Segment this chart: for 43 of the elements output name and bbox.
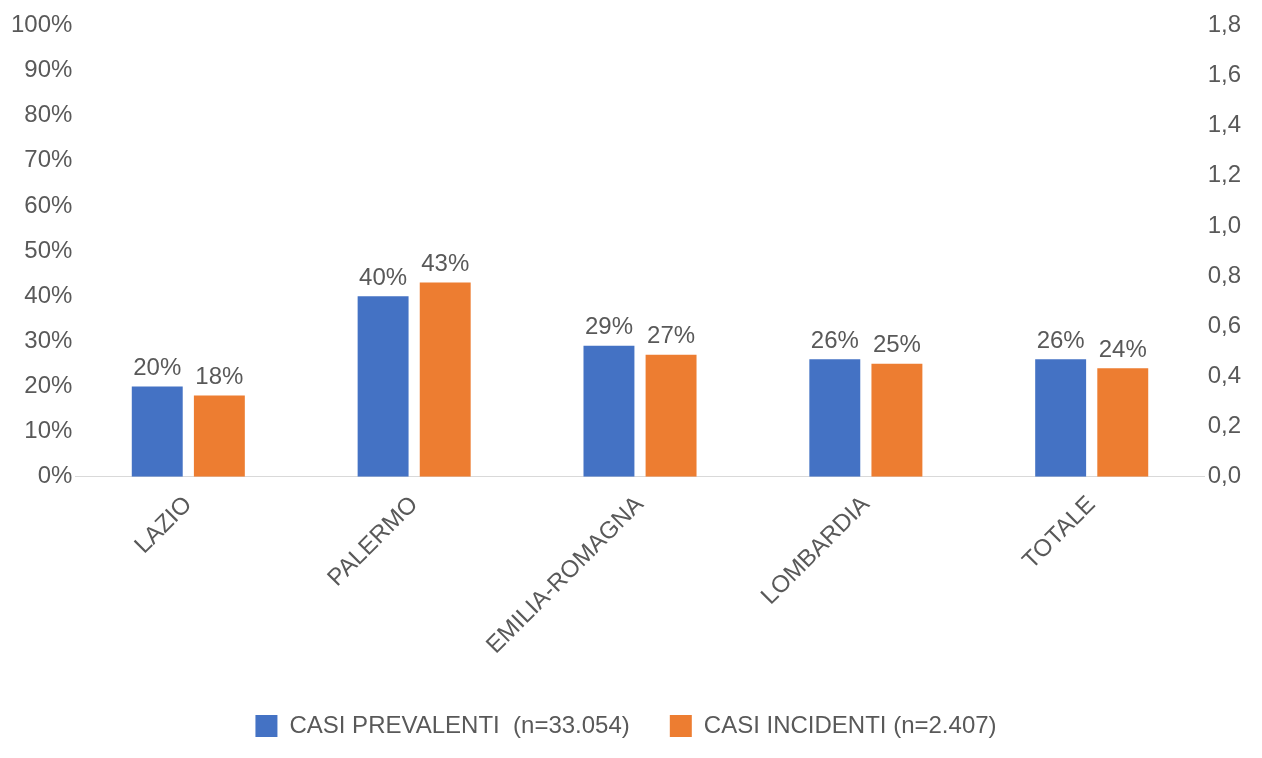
y-tick-label: 20%	[24, 371, 73, 399]
y-tick-label: 60%	[24, 190, 73, 218]
data-label: 25%	[872, 330, 921, 358]
bar	[357, 296, 409, 477]
data-label: 27%	[647, 321, 696, 349]
y-tick-label: 90%	[24, 55, 73, 83]
bar	[645, 354, 697, 477]
bar	[419, 282, 471, 477]
bar	[193, 395, 245, 477]
data-label: 43%	[421, 249, 470, 277]
data-label: 29%	[584, 312, 633, 340]
y2-tick-label: 0,2	[1207, 411, 1242, 439]
y2-tick-label: 1,0	[1207, 210, 1242, 238]
bar	[1097, 368, 1149, 477]
y-tick-label: 30%	[24, 325, 73, 353]
bar	[809, 359, 861, 477]
y2-tick-label: 1,4	[1207, 110, 1242, 138]
data-label: 18%	[195, 362, 244, 390]
legend-label: CASI INCIDENTI (n=2.407)	[703, 710, 997, 738]
y-tick-label: 100%	[10, 10, 73, 38]
y-tick-label: 50%	[24, 235, 73, 263]
y2-tick-label: 0,0	[1207, 461, 1242, 489]
legend-label: CASI PREVALENTI (n=33.054)	[289, 710, 630, 738]
data-label: 26%	[810, 325, 859, 353]
bar	[131, 386, 183, 477]
bar	[583, 345, 635, 477]
y-tick-label: 0%	[37, 461, 73, 489]
y2-tick-label: 1,8	[1207, 10, 1242, 38]
data-label: 26%	[1036, 325, 1085, 353]
y-tick-label: 70%	[24, 145, 73, 173]
data-label: 20%	[133, 353, 182, 381]
y2-tick-label: 1,2	[1207, 160, 1242, 188]
y2-tick-label: 0,8	[1207, 260, 1242, 288]
y-tick-label: 80%	[24, 100, 73, 128]
y-tick-label: 10%	[24, 416, 73, 444]
bar	[1035, 359, 1087, 477]
data-label: 40%	[359, 262, 408, 290]
y2-tick-label: 0,4	[1207, 361, 1242, 388]
y-tick-label: 40%	[24, 280, 73, 308]
bar	[871, 363, 923, 477]
data-label: 24%	[1098, 334, 1147, 362]
y2-tick-label: 0,6	[1207, 310, 1242, 338]
y2-tick-label: 1,6	[1207, 60, 1242, 88]
